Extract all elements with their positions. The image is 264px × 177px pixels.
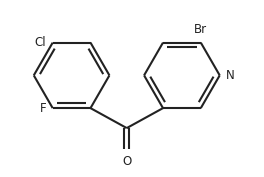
Text: F: F <box>40 102 46 115</box>
Text: O: O <box>122 155 131 168</box>
Text: N: N <box>226 69 235 82</box>
Text: Br: Br <box>194 23 207 36</box>
Text: Cl: Cl <box>35 36 46 49</box>
